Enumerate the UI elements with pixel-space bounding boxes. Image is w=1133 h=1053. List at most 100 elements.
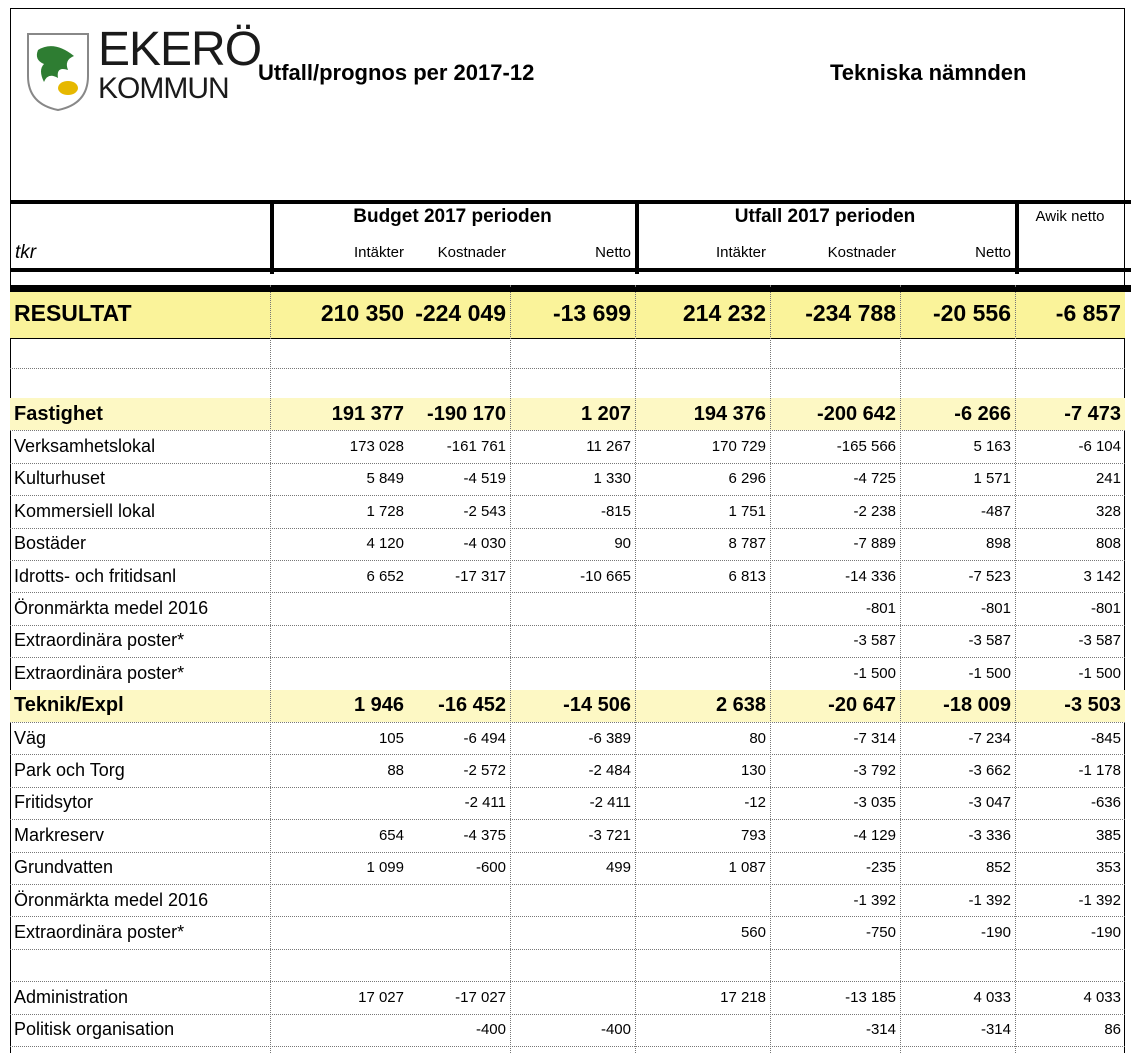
row-highlight bbox=[10, 689, 1125, 722]
cell: 852 bbox=[985, 859, 1011, 877]
cell: 194 376 bbox=[693, 402, 766, 425]
row-line bbox=[10, 288, 1131, 292]
row-line bbox=[10, 916, 1125, 918]
cell: 173 028 bbox=[349, 438, 404, 456]
cell: 3 142 bbox=[1083, 567, 1121, 585]
row-label: Politisk organisation bbox=[14, 1019, 175, 1040]
row-label: Kulturhuset bbox=[14, 468, 106, 489]
header-divider bbox=[635, 200, 639, 274]
cell: -1 500 bbox=[853, 664, 896, 682]
cell: -2 572 bbox=[463, 762, 506, 780]
cell: -7 889 bbox=[853, 535, 896, 553]
cell: -4 725 bbox=[853, 470, 896, 488]
row-label: Kommersiell lokal bbox=[14, 500, 156, 521]
row-line bbox=[10, 981, 1125, 983]
row-label: Fritidsytor bbox=[14, 792, 94, 813]
cell: 5 163 bbox=[973, 438, 1011, 456]
cell: 6 813 bbox=[728, 567, 766, 585]
cell: 793 bbox=[740, 826, 766, 844]
cell: -7 523 bbox=[968, 567, 1011, 585]
cell: -200 642 bbox=[817, 402, 896, 425]
cell: -7 473 bbox=[1064, 402, 1121, 425]
row-line bbox=[10, 786, 1125, 788]
cell: -165 566 bbox=[836, 438, 896, 456]
cell: -6 104 bbox=[1078, 438, 1121, 456]
row-label: Administration bbox=[14, 986, 129, 1007]
row-line bbox=[10, 495, 1125, 497]
cell: -16 452 bbox=[438, 694, 506, 717]
cell: -845 bbox=[1090, 729, 1121, 747]
column-line bbox=[510, 285, 511, 1053]
cell: 1 946 bbox=[353, 694, 404, 717]
row-highlight bbox=[10, 398, 1125, 431]
row-label: Extraordinära poster* bbox=[14, 922, 185, 943]
cell: -801 bbox=[980, 600, 1011, 618]
cell: 90 bbox=[614, 535, 631, 553]
cell: -2 543 bbox=[463, 502, 506, 520]
row-line bbox=[10, 624, 1125, 626]
cell: -2 411 bbox=[464, 794, 506, 812]
cell: -3 721 bbox=[588, 826, 631, 844]
cell: -3 587 bbox=[968, 632, 1011, 650]
cell: -6 389 bbox=[588, 729, 631, 747]
group-header: Utfall 2017 perioden bbox=[734, 206, 916, 227]
cell: -1 178 bbox=[1078, 762, 1121, 780]
cell: -487 bbox=[980, 502, 1011, 520]
cell: 80 bbox=[749, 729, 766, 747]
group-header: Awik netto bbox=[1035, 208, 1105, 225]
cell: -314 bbox=[980, 1021, 1011, 1039]
logo-name: EKERÖ bbox=[98, 23, 262, 76]
row-line bbox=[10, 754, 1125, 756]
cell: -20 556 bbox=[932, 299, 1011, 326]
row-line bbox=[10, 592, 1125, 594]
cell: 170 729 bbox=[711, 438, 766, 456]
column-line bbox=[635, 285, 636, 1053]
cell: -13 699 bbox=[552, 299, 631, 326]
cell: -801 bbox=[1090, 600, 1121, 618]
row-line bbox=[10, 368, 1125, 369]
cell: 6 296 bbox=[728, 470, 766, 488]
cell: 86 bbox=[1104, 1021, 1121, 1039]
cell: -14 336 bbox=[845, 567, 896, 585]
row-highlight bbox=[10, 288, 1125, 338]
cell: -235 bbox=[865, 859, 896, 877]
cell: -224 049 bbox=[415, 299, 506, 326]
cell: -7 234 bbox=[968, 729, 1011, 747]
row-label: Extraordinära poster* bbox=[14, 630, 185, 651]
cell: -815 bbox=[600, 502, 631, 520]
row-label: Öronmärkta medel 2016 bbox=[14, 889, 209, 910]
column-line bbox=[270, 285, 271, 1053]
cell: -234 788 bbox=[805, 299, 896, 326]
cell: -2 411 bbox=[589, 794, 631, 812]
cell: 4 120 bbox=[366, 535, 404, 553]
cell: -1 392 bbox=[853, 891, 896, 909]
row-line bbox=[10, 657, 1125, 659]
row-label: Grundvatten bbox=[14, 857, 114, 878]
cell: -801 bbox=[865, 600, 896, 618]
cell: -13 185 bbox=[845, 988, 896, 1006]
cell: -3 336 bbox=[968, 826, 1011, 844]
cell: -3 047 bbox=[968, 794, 1011, 812]
cell: 5 849 bbox=[366, 470, 404, 488]
row-line bbox=[10, 338, 1125, 339]
cell: -3 587 bbox=[853, 632, 896, 650]
row-line bbox=[10, 1013, 1125, 1015]
cell: 130 bbox=[740, 762, 766, 780]
row-line bbox=[10, 819, 1125, 821]
cell: 1 099 bbox=[366, 859, 404, 877]
cell: -190 bbox=[1090, 924, 1121, 942]
cell: -400 bbox=[600, 1021, 631, 1039]
cell: -3 792 bbox=[853, 762, 896, 780]
group-header: Budget 2017 perioden bbox=[353, 206, 552, 227]
cell: 560 bbox=[740, 924, 766, 942]
column-header: Netto bbox=[595, 243, 631, 261]
subtitle: Tekniska nämnden bbox=[830, 60, 1027, 85]
unit: tkr bbox=[15, 242, 37, 263]
row-line bbox=[10, 884, 1125, 885]
row-label: Extraordinära poster* bbox=[14, 662, 185, 683]
cell: 328 bbox=[1095, 502, 1121, 520]
column-header: Intäkter bbox=[353, 243, 404, 261]
row-line bbox=[10, 851, 1125, 853]
cell: -4 519 bbox=[463, 470, 506, 488]
